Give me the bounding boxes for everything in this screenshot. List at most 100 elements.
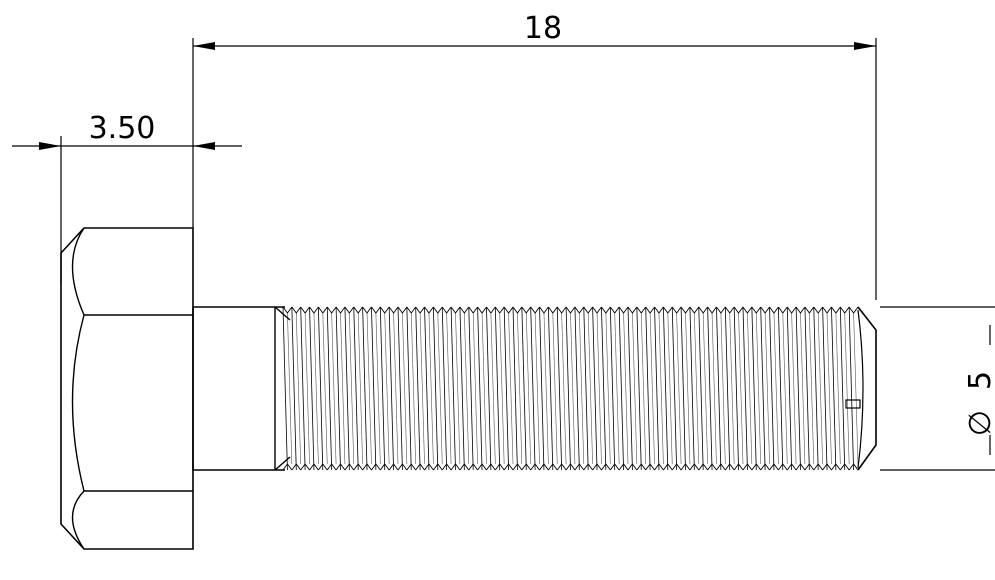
thread-crest-line [699, 307, 703, 470]
thread-crest-line [796, 307, 800, 470]
thread-root-line [553, 313, 557, 464]
thread-root-line [650, 313, 654, 464]
thread-root-line [376, 313, 380, 464]
thread-crest-line [663, 307, 667, 470]
thread-root-line [341, 313, 345, 464]
thread-tooth [318, 307, 327, 470]
thread-root-line [632, 313, 636, 464]
thread-crest-line [831, 307, 835, 470]
thread-tooth [716, 307, 725, 470]
thread-tooth [389, 307, 398, 470]
thread-crest-line [734, 307, 738, 470]
thread-crest-line [655, 307, 659, 470]
overall-length-dimension: 18 [193, 11, 876, 300]
thread-tooth [840, 307, 849, 470]
thread-crest-line [318, 307, 322, 470]
thread-tooth [734, 307, 743, 470]
thread-tooth [849, 307, 858, 470]
thread-tooth [504, 307, 513, 470]
head-height-dimension: 3.50 [12, 111, 242, 285]
diameter-dimension: ∅ 5 [880, 307, 995, 470]
thread-root-line [818, 313, 822, 464]
thread-tooth [451, 307, 460, 470]
thread-crest-line [787, 307, 791, 470]
thread-crest-line [575, 307, 579, 470]
thread-tooth [354, 307, 363, 470]
thread-tooth [787, 307, 796, 470]
thread-tooth [566, 307, 575, 470]
overall-length-label: 18 [524, 11, 562, 46]
thread-crest-line [283, 307, 287, 470]
thread-tooth [540, 307, 549, 470]
thread-crest-line [548, 307, 552, 470]
thread-crest-line [690, 307, 694, 470]
thread-tooth [478, 307, 487, 470]
thread-crest-line [628, 307, 632, 470]
thread-tooth [708, 307, 717, 470]
thread-tooth [301, 307, 310, 470]
thread-root-line [296, 313, 300, 464]
thread-tooth [531, 307, 540, 470]
thread-tooth [416, 307, 425, 470]
end-chamfer-inner [858, 310, 863, 468]
thread-tooth [460, 307, 469, 470]
diameter-label: 5 [963, 371, 995, 390]
thread-root-line [509, 313, 513, 464]
thread-tooth [663, 307, 672, 470]
thread-root-line [730, 313, 734, 464]
thread-tooth [433, 307, 442, 470]
thread-root-line [500, 313, 504, 464]
thread-tooth [637, 307, 646, 470]
thread-crest-line [725, 307, 729, 470]
thread-root-line [827, 313, 831, 464]
thread-tooth [796, 307, 805, 470]
thread-root-line [677, 313, 681, 464]
thread-root-line [694, 313, 698, 464]
thread-root-line [367, 313, 371, 464]
thread-tooth [725, 307, 734, 470]
thread-root-line [783, 313, 787, 464]
thread-crest-line [716, 307, 720, 470]
thread-tooth [752, 307, 761, 470]
thread-tooth [699, 307, 708, 470]
thread-root-line [809, 313, 813, 464]
thread-root-line [349, 313, 353, 464]
end-slot [846, 400, 860, 408]
thread-root-line [597, 313, 601, 464]
thread-root-line [332, 313, 336, 464]
thread-crest-line [840, 307, 844, 470]
thread-crest-line [425, 307, 429, 470]
thread-crest-line [805, 307, 809, 470]
thread-tooth [823, 307, 832, 470]
thread-crest-line [513, 307, 517, 470]
thread-crest-line [540, 307, 544, 470]
thread-tooth [548, 307, 557, 470]
thread-tooth [646, 307, 655, 470]
thread-tooth [310, 307, 319, 470]
hex-head [61, 228, 193, 549]
hex-face-bottom [73, 491, 194, 549]
thread-crest-line [363, 307, 367, 470]
thread-root-line [774, 313, 778, 464]
thread-root-line [765, 313, 769, 464]
thread-crest-line [469, 307, 473, 470]
thread-root-line [756, 313, 760, 464]
threaded-section [275, 307, 858, 470]
thread-root-line [588, 313, 592, 464]
thread-tooth [283, 307, 292, 470]
thread-root-line [491, 313, 495, 464]
thread-tooth [743, 307, 752, 470]
thread-crest-line [637, 307, 641, 470]
thread-crest-line [301, 307, 305, 470]
thread-tooth [513, 307, 522, 470]
thread-root-line [615, 313, 619, 464]
hex-face-middle [73, 315, 85, 491]
thread-root-line [579, 313, 583, 464]
thread-root-line [836, 313, 840, 464]
thread-crest-line [610, 307, 614, 470]
thread-root-line [464, 313, 468, 464]
thread-crest-line [743, 307, 747, 470]
thread-root-line [562, 313, 566, 464]
thread-crest-line [380, 307, 384, 470]
thread-crest-line [495, 307, 499, 470]
